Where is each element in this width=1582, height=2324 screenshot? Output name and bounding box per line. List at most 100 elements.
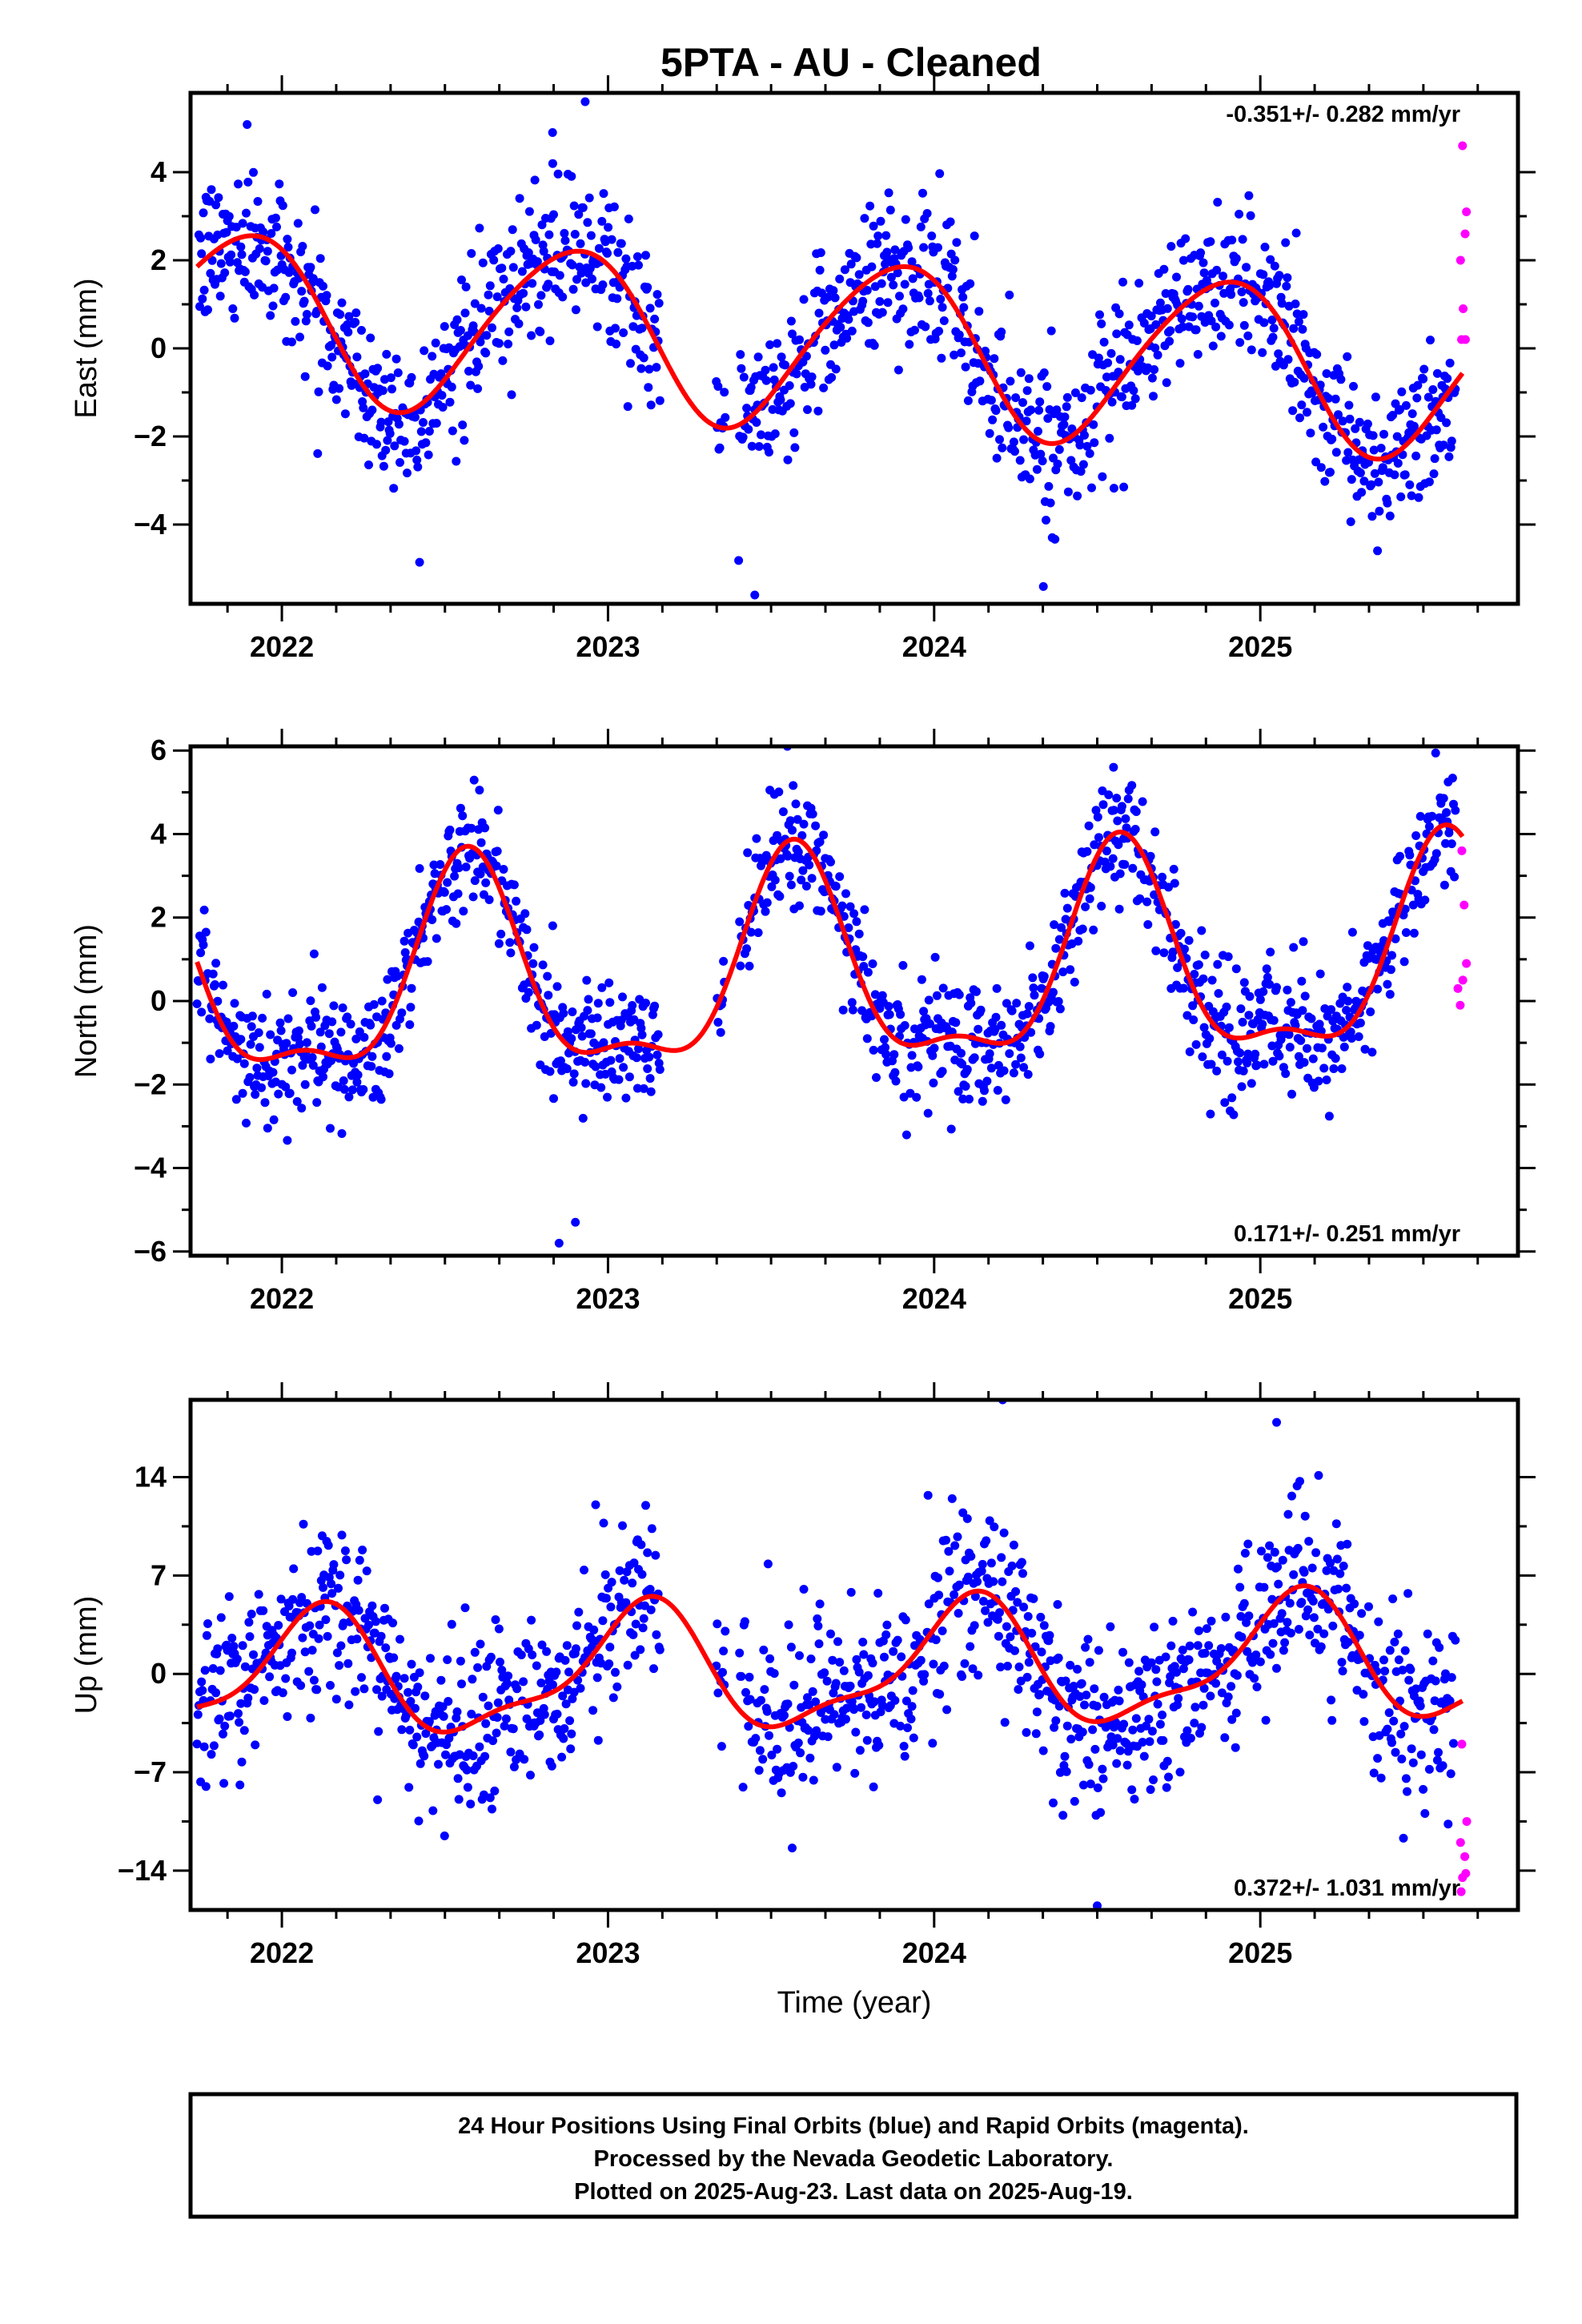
final-orbit-point (407, 372, 416, 382)
final-orbit-point (540, 1710, 549, 1719)
final-orbit-point (841, 1715, 850, 1724)
final-orbit-point (632, 1053, 641, 1063)
x-tick-label: 2025 (1228, 630, 1292, 663)
final-orbit-point (1235, 209, 1244, 219)
final-orbit-point (762, 1707, 772, 1716)
final-orbit-point (1123, 794, 1133, 803)
x-tick-label: 2022 (250, 630, 314, 663)
final-orbit-point (1298, 324, 1307, 334)
final-orbit-point (447, 382, 456, 392)
final-orbit-point (494, 339, 504, 348)
final-orbit-point (261, 256, 271, 266)
final-orbit-point (990, 1522, 999, 1532)
final-orbit-point (1411, 831, 1421, 840)
final-orbit-point (298, 242, 307, 251)
final-orbit-point (504, 340, 513, 349)
final-orbit-point (620, 1575, 629, 1585)
final-orbit-point (1322, 369, 1331, 378)
final-orbit-point (250, 1685, 259, 1695)
final-orbit-point (1185, 1641, 1195, 1651)
final-orbit-point (1124, 1658, 1134, 1667)
final-orbit-point (445, 397, 455, 407)
final-orbit-point (950, 350, 959, 360)
final-orbit-point (857, 1006, 867, 1015)
final-orbit-point (1424, 822, 1434, 831)
final-orbit-point (636, 1540, 646, 1550)
final-orbit-point (636, 1645, 645, 1655)
final-orbit-point (404, 1783, 414, 1792)
final-orbit-point (907, 1702, 917, 1711)
final-orbit-point (367, 1051, 377, 1061)
final-orbit-point (1243, 1058, 1252, 1068)
final-orbit-point (574, 210, 584, 219)
final-orbit-point (783, 455, 793, 464)
final-orbit-point (315, 254, 325, 263)
final-orbit-point (803, 405, 812, 414)
final-orbit-point (415, 557, 424, 567)
final-orbit-point (937, 353, 946, 363)
final-orbit-point (1349, 381, 1358, 391)
y-tick-label: 0 (151, 332, 167, 364)
final-orbit-point (1015, 456, 1025, 465)
final-orbit-point (1025, 941, 1034, 951)
final-orbit-point (271, 213, 280, 223)
final-orbit-point (576, 1023, 586, 1032)
final-orbit-point (1132, 336, 1142, 345)
final-orbit-point (1152, 1677, 1162, 1687)
rapid-orbit-points (1456, 141, 1472, 344)
final-orbit-point (1120, 860, 1130, 869)
final-orbit-point (220, 1721, 230, 1731)
x-tick-label: 2025 (1228, 1282, 1292, 1315)
final-orbit-point (407, 983, 416, 993)
final-orbit-point (621, 254, 631, 263)
final-orbit-point (953, 1532, 962, 1542)
final-orbit-point (1173, 1700, 1182, 1710)
final-orbit-point (254, 1028, 263, 1037)
final-orbit-point (797, 830, 807, 840)
final-orbit-point (1405, 480, 1415, 489)
final-orbit-point (215, 292, 225, 301)
final-orbit-point (274, 1089, 283, 1099)
final-orbit-point (1009, 1540, 1018, 1550)
final-orbit-point (1022, 416, 1031, 426)
final-orbit-point (744, 1722, 753, 1731)
final-orbit-point (220, 268, 230, 278)
final-orbit-point (1039, 368, 1049, 377)
final-orbit-point (1244, 191, 1254, 200)
final-orbit-point (791, 799, 801, 809)
final-orbit-point (376, 1631, 386, 1641)
final-orbit-point (327, 1056, 336, 1065)
final-orbit-point (938, 983, 948, 993)
final-orbit-point (1251, 1651, 1261, 1659)
final-orbit-point (506, 247, 516, 256)
final-orbit-point (313, 1546, 323, 1556)
final-orbit-point (453, 1774, 463, 1783)
final-orbit-point (1397, 387, 1407, 396)
final-orbit-point (1282, 281, 1291, 291)
final-orbit-point (995, 435, 1004, 444)
final-orbit-point (836, 323, 845, 332)
final-orbit-point (643, 283, 652, 292)
final-orbit-point (1094, 353, 1103, 363)
final-orbit-point (604, 978, 614, 987)
final-orbit-point (896, 1010, 905, 1019)
final-orbit-point (1087, 483, 1096, 493)
final-orbit-point (478, 1692, 488, 1702)
final-orbit-point (291, 316, 300, 326)
final-orbit-point (1251, 1049, 1260, 1059)
final-orbit-point (865, 201, 875, 211)
final-orbit-point (1376, 444, 1386, 453)
final-orbit-point (424, 427, 434, 436)
final-orbit-point (560, 228, 569, 238)
x-tick-label: 2022 (250, 1936, 314, 1969)
final-orbit-point (1194, 1626, 1203, 1635)
final-orbit-point (1303, 1605, 1313, 1614)
final-orbit-point (1357, 488, 1367, 497)
final-orbit-point (532, 1020, 541, 1030)
final-orbit-point (1428, 385, 1438, 394)
final-orbit-point (405, 1725, 415, 1735)
final-orbit-point (492, 292, 502, 302)
final-orbit-point (497, 263, 507, 273)
final-orbit-point (795, 901, 804, 911)
